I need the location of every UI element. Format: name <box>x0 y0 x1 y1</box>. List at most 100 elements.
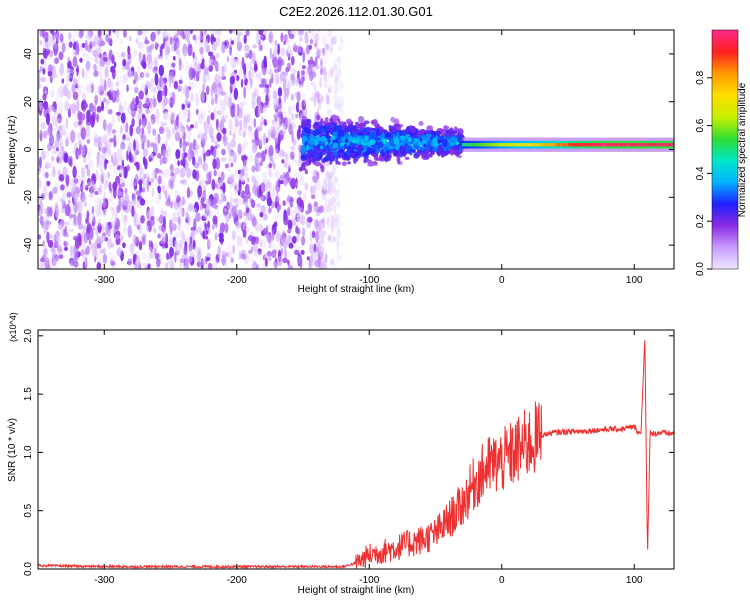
heatmap-cell <box>72 56 78 68</box>
heatmap-cell <box>308 70 314 82</box>
heatmap-cell <box>134 173 139 186</box>
heatmap-cell <box>175 33 179 38</box>
heatmap-cell <box>261 239 267 248</box>
heatmap-cell <box>262 227 268 236</box>
heatmap-cell <box>162 37 166 46</box>
heatmap-cell <box>83 102 88 109</box>
heatmap-cell <box>265 181 269 192</box>
heatmap-cell <box>446 142 451 150</box>
heatmap-cell <box>99 248 105 254</box>
heatmap-cell <box>142 222 146 236</box>
heatmap-cell <box>153 247 157 256</box>
heatmap-cell <box>110 216 116 230</box>
heatmap-cell <box>96 208 100 218</box>
heatmap-cell <box>315 230 320 243</box>
heatmap-cell <box>68 73 73 82</box>
heatmap-cell <box>256 251 262 257</box>
heatmap-cell <box>46 206 51 217</box>
heatmap-cell <box>236 34 241 48</box>
heatmap-cell <box>140 134 147 144</box>
heatmap-cell <box>232 151 238 164</box>
heatmap-cell <box>105 179 109 188</box>
heatmap-cell <box>229 149 235 157</box>
heatmap-cell <box>107 37 113 45</box>
heatmap-cell <box>264 148 268 155</box>
heatmap-cell <box>86 138 91 144</box>
heatmap-cell <box>85 217 88 225</box>
heatmap-cell <box>297 190 303 196</box>
snr-y-tick-label: 0.5 <box>23 503 34 517</box>
heatmap-cell <box>313 243 317 253</box>
heatmap-cell <box>102 199 106 208</box>
spectrogram-heatmap <box>38 30 674 269</box>
colorbar-gradient <box>712 30 738 269</box>
heatmap-cell <box>241 177 246 183</box>
heatmap-cell <box>243 114 248 125</box>
heatmap-cell <box>64 100 69 112</box>
heatmap-cell <box>70 130 76 143</box>
heatmap-cell <box>274 201 278 209</box>
heatmap-cell <box>317 93 323 103</box>
heatmap-cell <box>274 169 280 180</box>
heatmap-cell <box>224 261 229 269</box>
heatmap-cell <box>179 242 182 250</box>
heatmap-cell <box>195 70 200 82</box>
heatmap-cell <box>126 199 133 213</box>
heatmap-cell <box>273 162 276 170</box>
heatmap-cell <box>233 114 239 121</box>
heatmap-cell <box>59 33 64 43</box>
heatmap-cell <box>228 146 232 159</box>
heatmap-cell <box>292 103 296 112</box>
heatmap-cell <box>338 199 341 210</box>
heatmap-cell <box>230 40 234 45</box>
snr-y-tick-label: 1.0 <box>23 445 34 459</box>
spectrogram-y-tick-label: -20 <box>23 190 34 205</box>
heatmap-cell <box>152 168 157 176</box>
heatmap-cell <box>269 47 273 60</box>
heatmap-cell <box>243 34 247 45</box>
heatmap-cell <box>113 30 119 35</box>
heatmap-cell <box>268 206 272 215</box>
heatmap-cell <box>206 115 210 125</box>
heatmap-cell <box>104 66 109 79</box>
heatmap-cell <box>77 84 82 97</box>
heatmap-cell <box>182 156 186 169</box>
heatmap-cell <box>237 127 243 137</box>
heatmap-cell <box>399 146 407 150</box>
heatmap-cell <box>437 139 443 143</box>
heatmap-cell <box>214 114 217 123</box>
colorbar-ticks: 0.0 0.2 0.4 0.6 0.8 <box>695 70 712 276</box>
heatmap-cell <box>221 250 226 260</box>
heatmap-cell <box>178 64 185 70</box>
heatmap-cell <box>290 93 295 101</box>
heatmap-cell <box>287 252 291 258</box>
heatmap-cell <box>139 167 145 180</box>
heatmap-cell <box>281 230 287 242</box>
heatmap-cell <box>212 259 219 269</box>
heatmap-cell <box>332 162 337 172</box>
heatmap-cell <box>311 30 315 36</box>
heatmap-cell <box>334 63 338 71</box>
heatmap-cell <box>398 130 404 136</box>
heatmap-cell <box>88 215 91 225</box>
heatmap-cell <box>184 106 188 117</box>
heatmap-cell <box>126 84 129 93</box>
heatmap-cell <box>217 199 223 205</box>
heatmap-cell <box>83 232 89 244</box>
heatmap-cell <box>296 197 303 207</box>
heatmap-cell <box>257 125 261 130</box>
heatmap-cell <box>145 80 151 90</box>
heatmap-cell <box>393 149 398 156</box>
heatmap-cell <box>414 145 420 150</box>
heatmap-cell <box>106 91 111 97</box>
heatmap-cell <box>146 179 150 192</box>
heatmap-cell <box>216 265 222 269</box>
heatmap-cell <box>295 212 300 223</box>
heatmap-cell <box>109 206 115 211</box>
heatmap-cell <box>119 75 125 87</box>
heatmap-cell <box>154 242 158 251</box>
heatmap-cell <box>295 113 299 119</box>
heatmap-cell <box>330 66 335 78</box>
heatmap-cell <box>97 200 102 212</box>
heatmap-cell <box>322 33 328 47</box>
